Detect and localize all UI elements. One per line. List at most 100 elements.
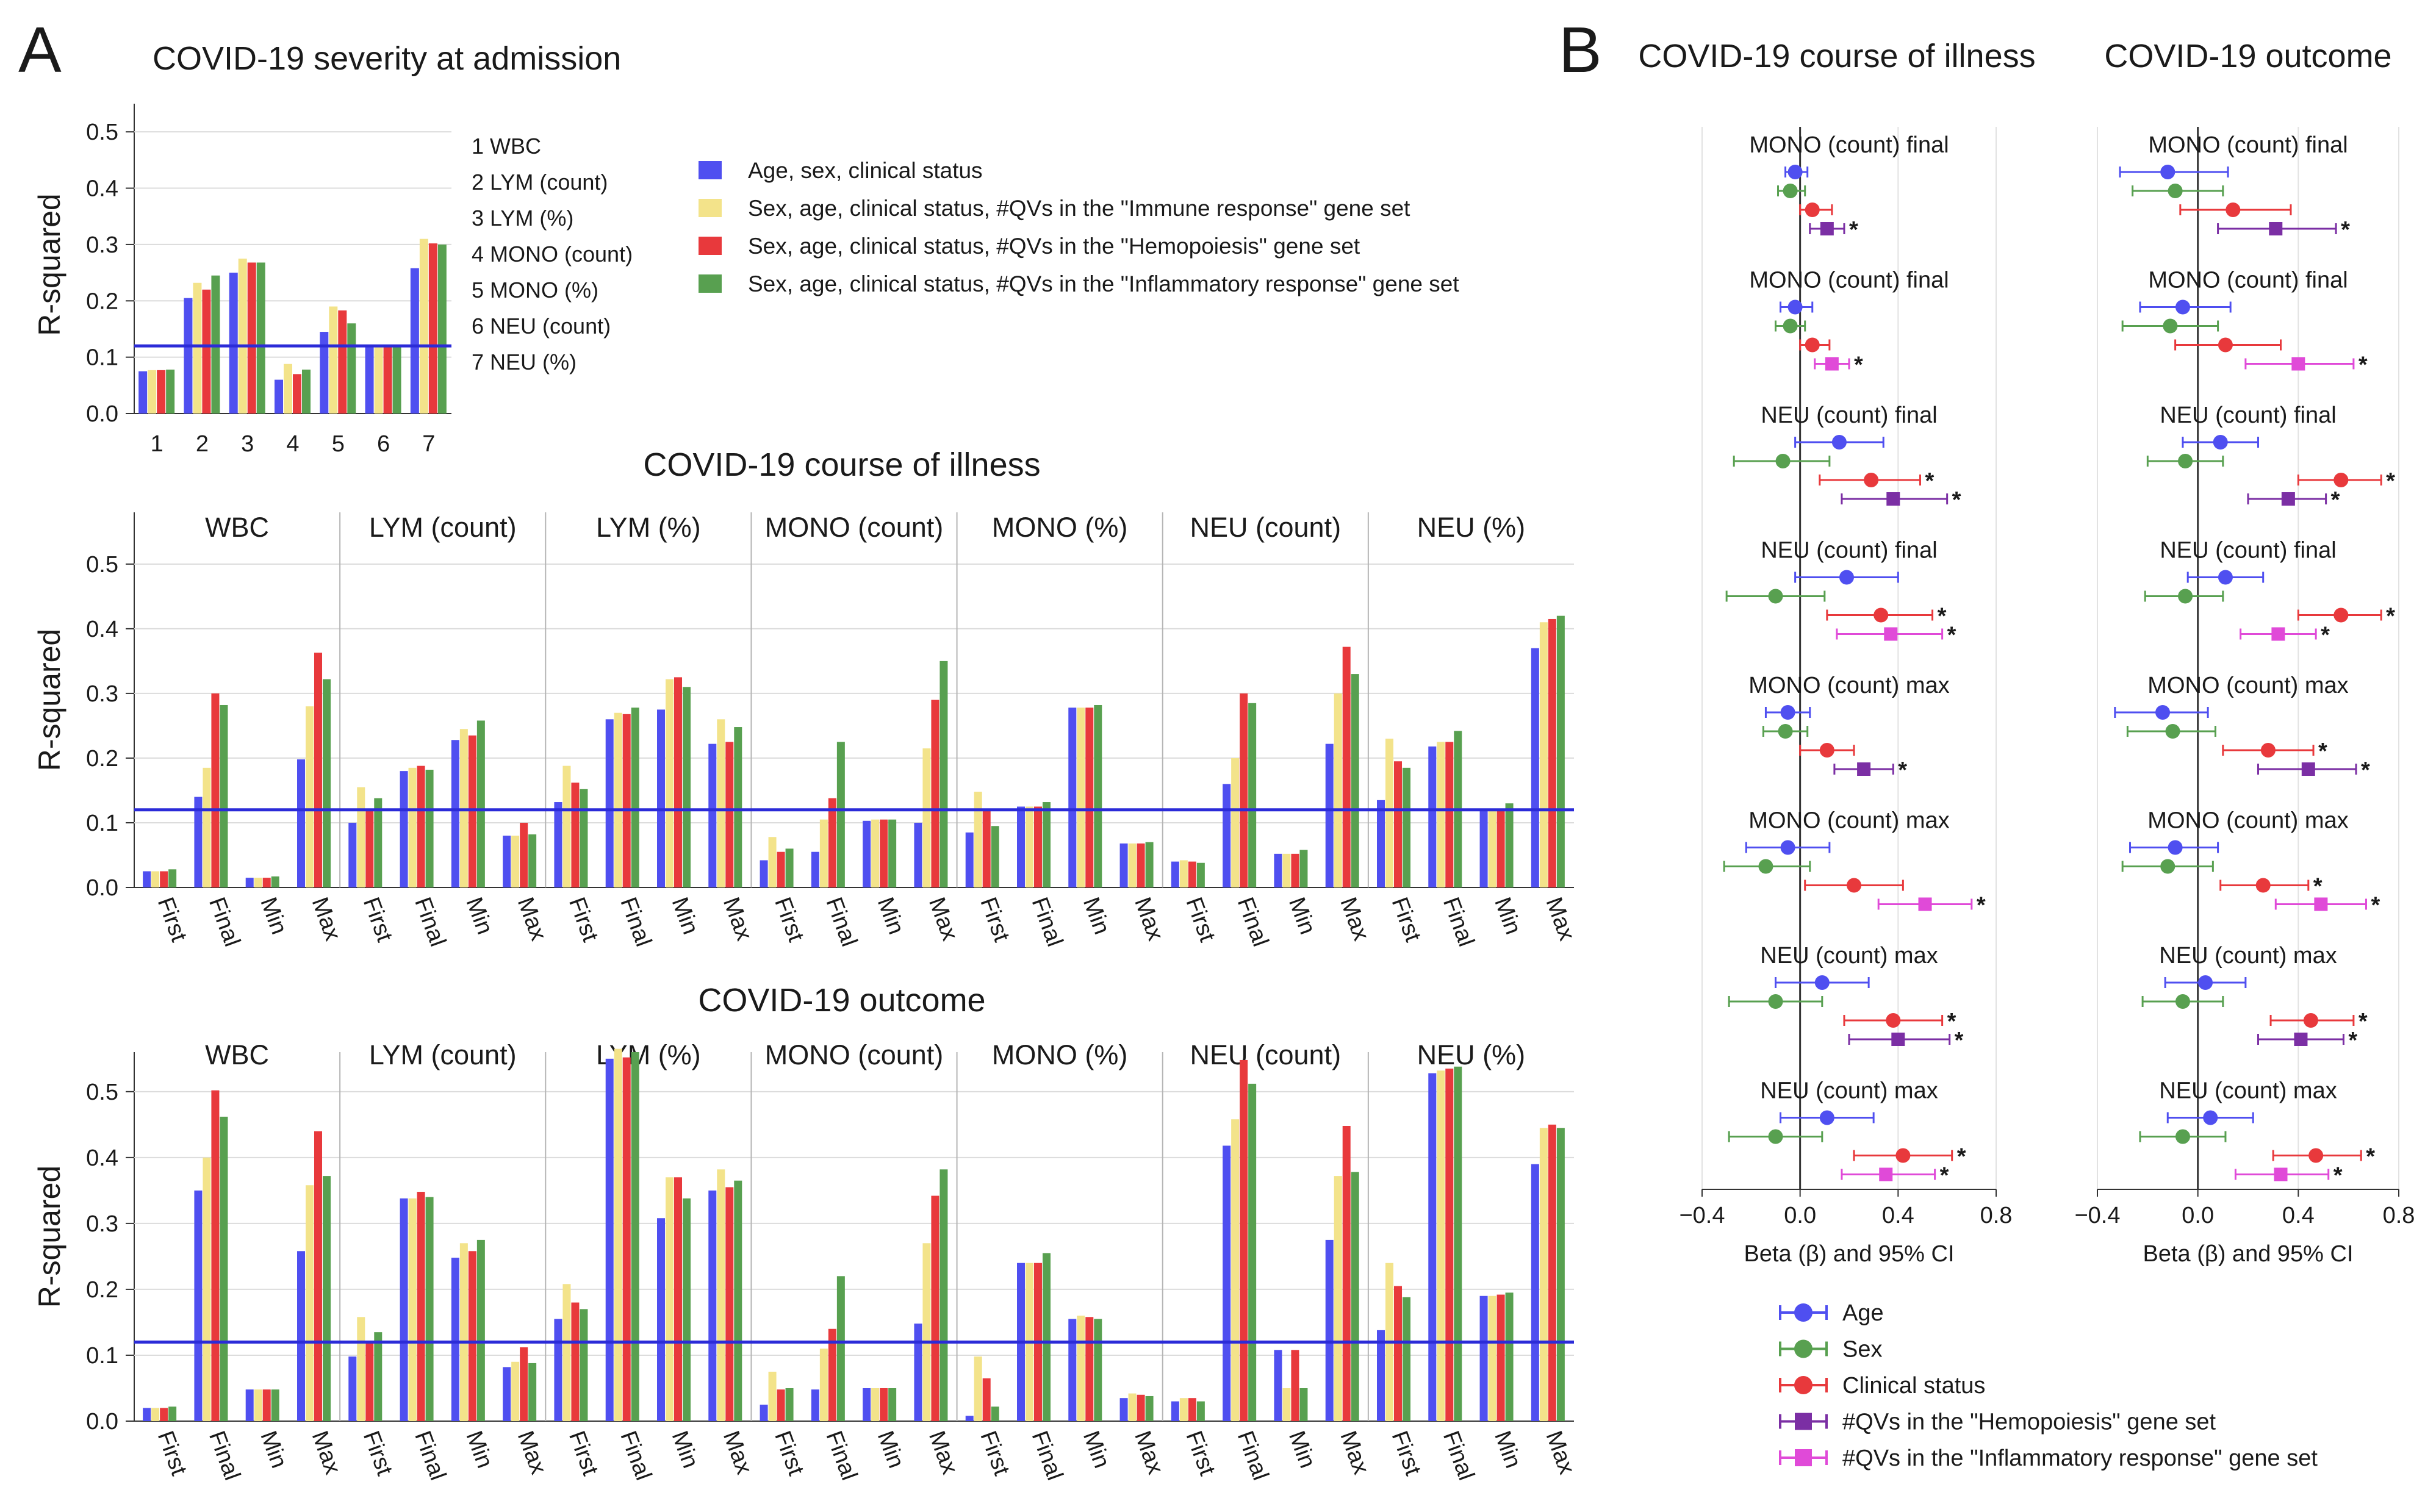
x-axis-label: Beta (β) and 95% CI	[2143, 1241, 2353, 1267]
x-tick-label: Min	[667, 1428, 703, 1472]
point-estimate	[1819, 1110, 1834, 1125]
point-estimate	[2203, 1110, 2218, 1125]
y-tick-label: 0.1	[86, 1343, 118, 1369]
bar	[571, 783, 580, 887]
bar	[1128, 1393, 1137, 1421]
y-tick-label: 0.5	[86, 120, 118, 145]
bar	[863, 1388, 871, 1421]
bar	[1377, 800, 1385, 887]
chart-title: COVID-19 outcome	[698, 982, 985, 1019]
point-estimate	[2155, 705, 2171, 720]
panel-label-a: A	[18, 14, 62, 86]
bar	[320, 332, 329, 414]
significance-star: *	[2341, 217, 2350, 243]
x-tick-label: 0.4	[1882, 1203, 1914, 1228]
bar	[828, 1328, 836, 1421]
x-tick-label: 3	[241, 431, 254, 457]
bar	[666, 1177, 674, 1421]
significance-star: *	[1854, 353, 1863, 378]
bar	[863, 820, 871, 887]
y-tick-label: 0.5	[86, 552, 118, 578]
bar	[323, 679, 331, 887]
point-estimate	[1886, 1013, 1901, 1028]
bar	[871, 1388, 880, 1421]
category-key-item: 3 LYM (%)	[472, 206, 573, 231]
bar	[811, 851, 819, 887]
x-tick-label: Final	[1027, 894, 1068, 950]
point-estimate	[1787, 165, 1803, 179]
bar	[1556, 615, 1565, 887]
point-estimate	[2301, 762, 2315, 776]
x-tick-label: Min	[1078, 894, 1115, 938]
x-tick-label: Final	[1438, 1428, 1479, 1484]
bar	[511, 836, 520, 887]
significance-star: *	[1925, 468, 1934, 494]
block-title: MONO (count) max	[2147, 673, 2348, 698]
bar	[503, 1367, 511, 1421]
point-estimate	[1918, 897, 1932, 911]
bar	[605, 719, 614, 887]
point-estimate	[2160, 859, 2175, 874]
bar	[374, 798, 383, 887]
x-tick-label: First	[358, 894, 398, 945]
bar	[1043, 802, 1051, 887]
bar	[1351, 1172, 1359, 1421]
bar	[314, 1131, 322, 1421]
bar	[725, 1187, 734, 1421]
bar	[760, 1404, 768, 1421]
point-estimate	[1839, 570, 1854, 585]
x-tick-label: 4	[286, 431, 299, 457]
legend-marker	[1795, 1413, 1812, 1430]
x-tick-label: First	[564, 1428, 603, 1479]
bar	[297, 759, 305, 887]
bar	[734, 727, 742, 887]
block-title: NEU (count) max	[1760, 1078, 1938, 1104]
significance-star: *	[2318, 739, 2327, 764]
bar	[1428, 746, 1437, 887]
bar	[1505, 803, 1514, 887]
bar	[238, 259, 247, 414]
x-tick-label: 6	[377, 431, 390, 457]
bar	[1188, 861, 1196, 887]
bar	[1531, 648, 1539, 887]
bar	[974, 792, 982, 887]
bar	[428, 243, 437, 414]
legend-marker	[1794, 1339, 1812, 1358]
bar	[262, 1389, 271, 1421]
point-estimate	[2160, 165, 2175, 179]
bar	[193, 282, 202, 414]
point-estimate	[2226, 202, 2241, 217]
point-estimate	[1783, 184, 1798, 198]
bar	[1282, 853, 1291, 887]
bar	[1085, 1317, 1094, 1421]
bar	[1556, 1128, 1565, 1421]
bar	[148, 370, 157, 414]
bar	[419, 238, 428, 414]
y-tick-label: 0.0	[86, 875, 118, 901]
bar	[1479, 1295, 1488, 1421]
category-key-item: 7 NEU (%)	[472, 349, 577, 374]
y-axis-label: R-squared	[32, 1166, 66, 1308]
bar	[1240, 693, 1248, 887]
bar	[1437, 1070, 1445, 1421]
bar	[1043, 1253, 1051, 1421]
x-tick-label: Max	[718, 1428, 757, 1478]
y-tick-label: 0.1	[86, 345, 118, 371]
bar	[1145, 1396, 1154, 1421]
bar	[871, 819, 880, 887]
point-estimate	[1768, 1129, 1783, 1144]
point-estimate	[1805, 337, 1820, 353]
point-estimate	[2175, 1129, 2190, 1144]
bar	[1223, 784, 1231, 887]
significance-star: *	[1947, 1009, 1956, 1034]
group-label: MONO (%)	[992, 512, 1127, 543]
bar	[880, 1388, 888, 1421]
bar	[562, 1284, 571, 1421]
category-key-item: 6 NEU (count)	[472, 314, 611, 339]
point-estimate	[2178, 454, 2193, 468]
y-tick-label: 0.4	[86, 617, 118, 642]
bar	[306, 1185, 314, 1421]
x-tick-label: Min	[1284, 894, 1320, 938]
bar	[247, 262, 256, 414]
bar	[1119, 843, 1128, 887]
